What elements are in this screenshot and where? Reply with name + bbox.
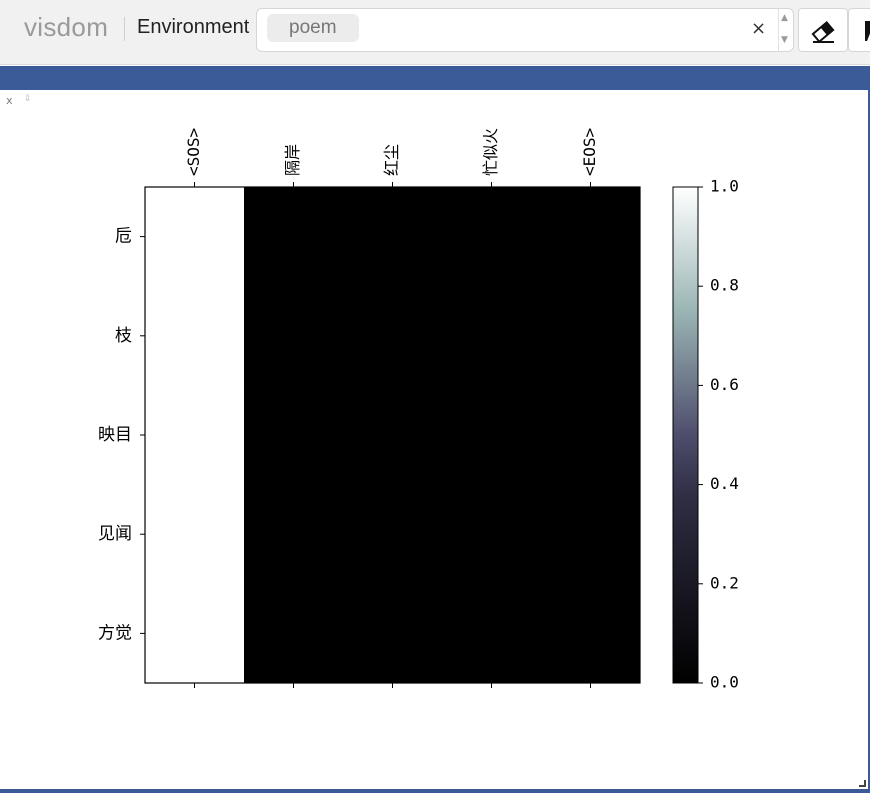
more-tools-button[interactable] (848, 8, 870, 52)
heatmap-cell (145, 583, 245, 684)
heatmap-cell (244, 187, 344, 287)
y-tick-label: 枝 (115, 326, 132, 346)
colorbar-tick-label: 0.2 (710, 573, 739, 592)
colorbar-tick-label: 0.6 (710, 375, 739, 394)
pane-close-button[interactable]: x (6, 94, 13, 107)
heatmap-cell (244, 484, 344, 585)
colorbar-tick-label: 0.4 (710, 474, 739, 493)
x-tick-label: 红尘 (382, 144, 401, 176)
x-tick-label: 隔岸 (283, 144, 302, 176)
heatmap-cell (442, 286, 542, 386)
colorbar-tick-label: 0.0 (710, 673, 739, 692)
tool-icon (865, 21, 870, 41)
heatmap-cell (244, 385, 344, 486)
heatmap-cell (442, 385, 542, 486)
clear-pane-button[interactable] (798, 8, 848, 52)
heatmap-cell (244, 583, 344, 684)
x-tick-label: <SOS> (184, 128, 203, 176)
environment-chip[interactable]: poem (267, 14, 359, 42)
resize-handle[interactable] (859, 780, 866, 787)
x-tick-label: <EOS> (580, 128, 599, 176)
eraser-icon (811, 20, 835, 44)
environment-label: Environment (137, 16, 250, 38)
heatmap-cell (541, 286, 641, 386)
app-logo: visdom (24, 12, 109, 42)
environment-scroll[interactable]: ▲ ▼ (778, 9, 794, 51)
heatmap-cell (145, 187, 245, 287)
top-toolbar: visdom Environment poem × ▲ ▼ (0, 0, 870, 65)
heatmap-cell (343, 286, 443, 386)
heatmap-cell (442, 187, 542, 287)
y-tick-label: 方觉 (98, 623, 132, 643)
colorbar-axis: 0.0 0.2 0.4 0.6 0.8 1.0 (698, 177, 739, 692)
heatmap-cell (343, 484, 443, 585)
chevron-down-icon[interactable]: ▼ (781, 35, 788, 45)
environment-select[interactable]: poem × ▲ ▼ (256, 8, 794, 52)
heatmap-cell (343, 187, 443, 287)
colorbar (672, 186, 699, 684)
heatmap-cell (343, 385, 443, 486)
heatmap-cell (541, 385, 641, 486)
pane-header-bar (0, 66, 870, 90)
y-tick-label: 映目 (98, 425, 132, 445)
x-axis: <SOS> 隔岸 红尘 忙似火 <EOS> (184, 128, 599, 688)
heatmap-cells (145, 187, 641, 684)
chevron-up-icon[interactable]: ▲ (781, 13, 788, 23)
y-tick-label: 卮 (115, 227, 132, 247)
heatmap-cell (145, 385, 245, 486)
y-tick-label: 见闻 (98, 524, 132, 544)
heatmap-cell (541, 583, 641, 684)
heatmap-cell (145, 484, 245, 585)
heatmap-cell (145, 286, 245, 386)
clear-environment-button[interactable]: × (751, 18, 767, 39)
colorbar-tick-label: 1.0 (710, 177, 739, 196)
heatmap-cell (244, 286, 344, 386)
heatmap-cell (343, 583, 443, 684)
heatmap-cell (541, 187, 641, 287)
download-icon[interactable]: ⇩ (24, 94, 32, 104)
toolbar-divider (124, 17, 125, 41)
heatmap-cell (442, 583, 542, 684)
heatmap-cell (442, 484, 542, 585)
colorbar-tick-label: 0.8 (710, 276, 739, 295)
x-tick-label: 忙似火 (481, 128, 500, 176)
heatmap-pane: x ⇩ <SOS> 隔岸 红尘 忙似火 <EOS> 卮枝映目见闻方觉 0.0 0.2 0.4… (0, 90, 870, 793)
heatmap-cell (541, 484, 641, 585)
